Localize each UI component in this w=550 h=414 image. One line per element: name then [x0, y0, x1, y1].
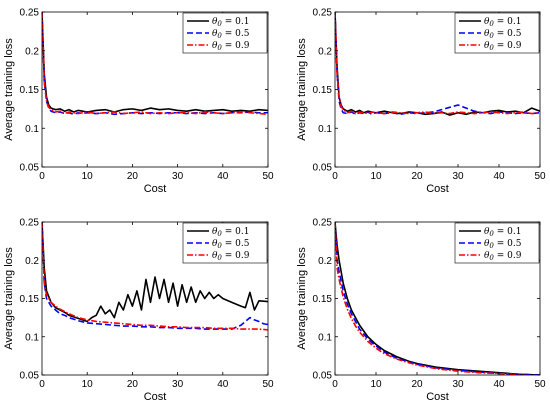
legend-label-3: θ0 = 0.9 [484, 41, 522, 52]
legend: θ0 = 0.1θ0 = 0.5θ0 = 0.9 [182, 12, 268, 54]
x-tick-label: 30 [172, 379, 184, 390]
x-tick-label: 20 [127, 379, 139, 390]
series-group [42, 12, 268, 116]
x-tick-label: 20 [411, 171, 423, 182]
x-tick-label: 10 [370, 379, 382, 390]
y-tick-label: 0.1 [25, 124, 39, 135]
x-axis-label: Cost [426, 391, 449, 403]
y-tick-label: 0.1 [318, 124, 332, 135]
legend-label-3: θ0 = 0.9 [484, 251, 522, 262]
legend-label-2: θ0 = 0.5 [212, 239, 250, 250]
legend-label-1: θ0 = 0.1 [484, 17, 521, 28]
legend-label-3: θ0 = 0.9 [212, 41, 250, 52]
y-axis-label: Average training loss [3, 38, 15, 141]
y-tick-label: 0.2 [318, 46, 332, 57]
series-line-3 [42, 222, 268, 331]
legend-label-3: θ0 = 0.9 [212, 251, 250, 262]
y-tick-label: 0.05 [313, 371, 333, 382]
x-tick-label: 30 [172, 171, 184, 182]
x-tick-label: 10 [82, 379, 94, 390]
series-line-2 [42, 222, 268, 330]
y-tick-label: 0.15 [20, 85, 40, 96]
legend-label-1: θ0 = 0.1 [212, 227, 249, 238]
x-tick-label: 0 [39, 171, 45, 182]
y-axis-label: Average training loss [296, 38, 308, 141]
series-line-2 [335, 222, 540, 375]
y-tick-label: 0.15 [313, 294, 333, 305]
x-tick-label: 50 [534, 171, 546, 182]
y-tick-label: 0.05 [313, 163, 333, 174]
y-tick-label: 0.25 [20, 218, 40, 229]
series-group [335, 222, 540, 375]
series-line-1 [42, 12, 268, 113]
chart-panel-3: 0 10 20 30 40 50 0.05 0.1 0.15 0.2 0.25 Cost Average… [3, 218, 274, 404]
y-tick-label: 0.1 [318, 332, 332, 343]
y-tick-label: 0.05 [20, 371, 40, 382]
x-tick-label: 10 [370, 171, 382, 182]
legend-label-1: θ0 = 0.1 [212, 17, 249, 28]
x-tick-label: 50 [534, 379, 546, 390]
x-tick-label: 0 [332, 379, 338, 390]
series-line-1 [42, 222, 268, 323]
x-tick-label: 30 [452, 379, 464, 390]
y-tick-label: 0.15 [313, 85, 333, 96]
x-tick-label: 30 [452, 171, 464, 182]
x-tick-label: 50 [262, 379, 274, 390]
legend: θ0 = 0.1θ0 = 0.5θ0 = 0.9 [454, 222, 540, 264]
x-tick-label: 20 [411, 379, 423, 390]
x-axis-label: Cost [426, 183, 449, 195]
x-tick-label: 40 [217, 379, 229, 390]
series-line-3 [42, 12, 268, 116]
y-tick-label: 0.25 [313, 8, 333, 19]
y-tick-label: 0.05 [20, 163, 40, 174]
y-tick-label: 0.15 [20, 294, 40, 305]
x-axis-label: Cost [144, 391, 167, 403]
x-axis-label: Cost [144, 183, 167, 195]
series-line-1 [335, 12, 540, 116]
x-tick-label: 20 [127, 171, 139, 182]
x-tick-label: 0 [332, 171, 338, 182]
y-tick-label: 0.1 [25, 332, 39, 343]
legend-label-2: θ0 = 0.5 [212, 29, 250, 40]
series-line-3 [335, 12, 540, 115]
legend-label-2: θ0 = 0.5 [484, 239, 522, 250]
y-tick-label: 0.2 [25, 256, 39, 267]
series-group [42, 222, 268, 331]
y-tick-label: 0.25 [313, 218, 333, 229]
y-axis-label: Average training loss [296, 247, 308, 350]
x-tick-label: 0 [39, 379, 45, 390]
x-tick-label: 40 [493, 171, 505, 182]
chart-panel-1: 0 10 20 30 40 50 0.05 0.1 0.15 0.2 0.25 Cost Average… [3, 8, 274, 196]
series-line-3 [335, 222, 540, 375]
legend: θ0 = 0.1θ0 = 0.5θ0 = 0.9 [454, 12, 540, 54]
x-tick-label: 40 [217, 171, 229, 182]
x-tick-label: 50 [262, 171, 274, 182]
y-tick-label: 0.2 [25, 46, 39, 57]
series-group [335, 12, 540, 116]
chart-panel-2: 0 10 20 30 40 50 0.05 0.1 0.15 0.2 0.25 Cost Average… [296, 8, 546, 196]
legend-label-1: θ0 = 0.1 [484, 227, 521, 238]
legend: θ0 = 0.1θ0 = 0.5θ0 = 0.9 [182, 222, 268, 264]
x-tick-label: 10 [82, 171, 94, 182]
x-tick-label: 40 [493, 379, 505, 390]
legend-label-2: θ0 = 0.5 [484, 29, 522, 40]
chart-panel-4: 0 10 20 30 40 50 0.05 0.1 0.15 0.2 0.25 Cost Average… [296, 218, 546, 404]
y-tick-label: 0.25 [20, 8, 40, 19]
y-axis-label: Average training loss [3, 247, 15, 350]
y-tick-label: 0.2 [318, 256, 332, 267]
